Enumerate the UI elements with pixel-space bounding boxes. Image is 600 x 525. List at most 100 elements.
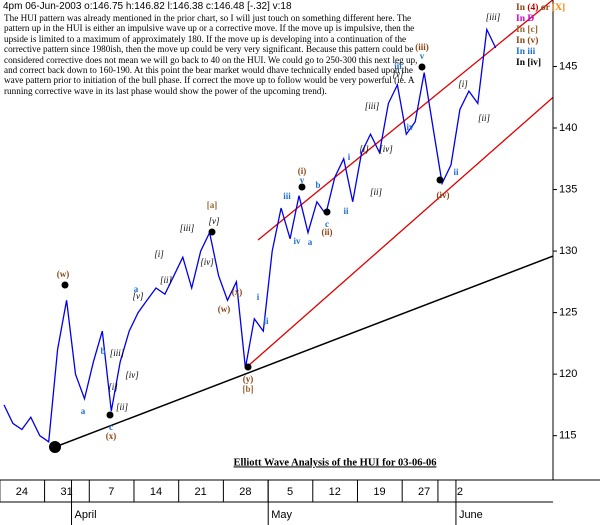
wave-label: [ii] <box>370 187 383 197</box>
pivot-dot <box>61 281 69 289</box>
pivot-dot <box>436 176 444 184</box>
x-tick-label: 5 <box>287 486 293 498</box>
wave-label: [iii] <box>486 12 501 22</box>
legend-entry: In (4) or [X] <box>516 2 565 13</box>
wave-label: [iv] <box>379 144 393 154</box>
chart-title: Elliott Wave Analysis of the HUI for 03-… <box>234 457 437 468</box>
y-tick-label: 145 <box>559 60 577 72</box>
legend-text: In <box>516 14 526 24</box>
wave-label: [v] <box>133 291 144 301</box>
commentary: The HUI pattern was already mentioned in… <box>4 13 418 96</box>
wave-label: [ii] <box>160 275 173 285</box>
wave-label: [i] <box>154 249 164 259</box>
wave-label: (i) <box>298 166 307 176</box>
legend-text: In <box>516 3 526 13</box>
wave-label: c <box>109 422 113 432</box>
pivot-dot <box>298 183 306 191</box>
wave-label: [iii] <box>365 101 380 111</box>
wave-label: iii <box>283 191 291 201</box>
wave-label: [i] <box>108 382 118 392</box>
wave-label: [iii] <box>180 223 195 233</box>
x-tick-label: 31 <box>60 486 72 498</box>
wave-label: a <box>134 284 139 294</box>
wave-label: iv <box>293 236 301 246</box>
x-tick-label: 24 <box>16 486 28 498</box>
wave-label: b <box>315 180 320 190</box>
x-tick-label: 14 <box>150 486 162 498</box>
legend-text: [X] <box>552 3 565 13</box>
price-header: 4pm 06-Jun-2003 o:146.75 h:146.82 l:146.… <box>3 1 292 12</box>
wave-label: [i] <box>458 79 468 89</box>
channel-upper <box>257 0 553 241</box>
legend-entry: In [c] <box>516 25 538 35</box>
wave-label: iv <box>406 122 414 132</box>
wave-label: a <box>81 406 86 416</box>
x-tick-label: 12 <box>329 486 341 498</box>
legend-entry: In D <box>516 14 534 24</box>
x-tick-label: 28 <box>239 486 251 498</box>
legend-text: [iv] <box>527 58 541 68</box>
y-tick-label: 130 <box>559 245 577 257</box>
y-tick-label: 135 <box>559 183 577 195</box>
legend-text: In <box>516 58 526 68</box>
wave-label: (iv) <box>437 190 450 200</box>
legend-text: (v) <box>527 35 538 46</box>
legend-entry: In (v) <box>516 35 538 46</box>
wave-label: ii <box>263 316 269 326</box>
wave-label: [iii] <box>110 348 125 358</box>
wave-label: i <box>257 292 260 302</box>
wave-label: v <box>420 51 425 61</box>
legend-text: iii <box>527 47 535 57</box>
legend-text: or <box>541 3 551 13</box>
wave-label: [iv] <box>200 257 214 267</box>
x-tick-label: 27 <box>418 486 430 498</box>
wave-label: [v] <box>209 216 220 226</box>
x-tick-label: 19 <box>373 486 385 498</box>
y-tick-label: 120 <box>559 368 577 380</box>
x-tick-label: 7 <box>108 486 114 498</box>
wave-label: [ii] <box>116 402 129 412</box>
wave-label: ii <box>343 206 349 216</box>
wave-label: (w) <box>218 304 231 314</box>
wave-label: v <box>300 175 305 185</box>
wave-label: [b] <box>243 384 254 394</box>
wave-label: (x) <box>106 431 117 441</box>
legend-text: In <box>516 25 526 35</box>
legend-text: In <box>516 47 526 57</box>
wave-label: a <box>308 237 313 247</box>
wave-label: ii <box>453 167 459 177</box>
legend-text: [c] <box>527 25 538 35</box>
legend-text: In <box>516 36 526 46</box>
x-tick-label: 2 <box>457 486 463 498</box>
pivot-dot <box>323 208 331 216</box>
wave-label: (y) <box>243 374 254 384</box>
wave-label: [v] <box>393 69 404 79</box>
wave-label: b <box>100 346 105 356</box>
wave-label: (ii) <box>322 227 333 237</box>
y-tick-label: 115 <box>559 430 577 442</box>
price-line <box>3 27 497 443</box>
legend-entry: In iii <box>516 47 536 57</box>
legend-text: D <box>527 14 534 24</box>
wave-label: [a] <box>207 200 218 210</box>
month-label: April <box>75 509 97 521</box>
legend-text: (4) <box>527 2 538 13</box>
legend-entry: In [iv] <box>516 58 541 68</box>
pivot-dot <box>208 228 216 236</box>
wave-label: [ii] <box>478 113 491 123</box>
trend-line <box>54 255 553 448</box>
pivot-dot <box>418 63 426 71</box>
month-label: May <box>271 509 292 521</box>
channel-lower <box>247 96 553 367</box>
pivot-dot <box>49 441 61 453</box>
wave-label: iii <box>394 61 402 71</box>
wave-label: (w) <box>57 269 70 279</box>
y-tick-label: 125 <box>559 307 577 319</box>
wave-label: i <box>348 152 351 162</box>
wave-label: [i] <box>359 144 369 154</box>
x-tick-label: 21 <box>195 486 207 498</box>
pivot-dot <box>106 411 114 419</box>
